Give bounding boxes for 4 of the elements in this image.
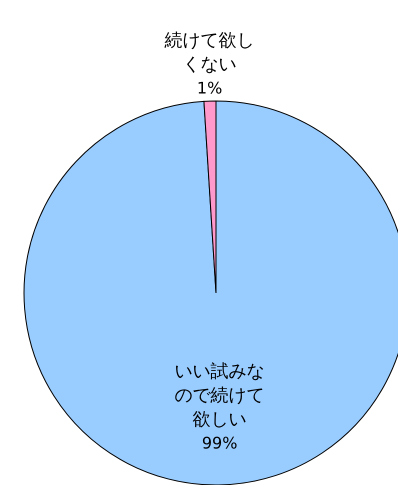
data-label: 99% [202,434,238,453]
data-label: 1% [196,78,222,98]
slice-label: 続けて欲しくない [164,30,255,76]
slice-label: いい試みなので続けて欲しい [174,361,265,430]
